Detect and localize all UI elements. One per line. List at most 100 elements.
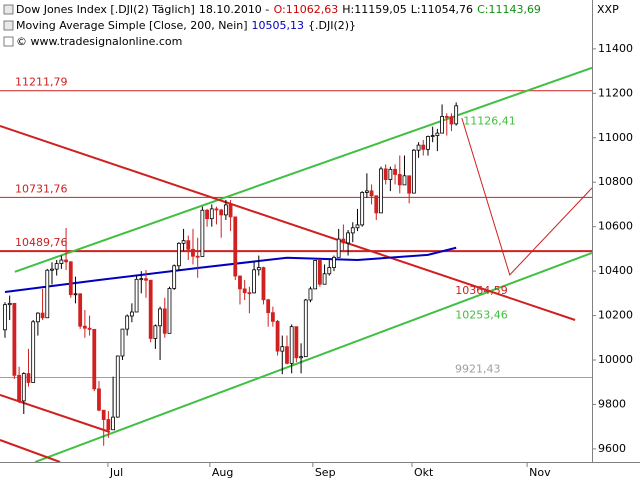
- candle-body: [87, 327, 92, 330]
- candle-body: [97, 388, 101, 411]
- level-label: 10489,76: [15, 236, 68, 249]
- candle-body: [195, 255, 200, 258]
- header-text: {.DJI(2)}: [308, 19, 356, 32]
- candle-body: [261, 267, 266, 301]
- candle-body: [332, 256, 336, 268]
- level-label: 9921,43: [455, 362, 501, 375]
- annotation-label: 11126,41: [463, 115, 516, 128]
- candle-body: [285, 346, 289, 364]
- candle-body: [388, 168, 393, 180]
- trendline: [0, 125, 576, 321]
- y-tick-label: 11000: [598, 131, 633, 144]
- candle-body: [374, 195, 379, 214]
- level-label: 10731,76: [15, 182, 68, 195]
- candle-body: [167, 288, 172, 334]
- candle-body: [252, 269, 256, 294]
- candle-body: [379, 168, 383, 214]
- candle-body: [139, 278, 144, 281]
- candle-body: [233, 216, 238, 277]
- candle-body: [289, 326, 294, 364]
- candle-body: [78, 293, 83, 327]
- candle-body: [238, 275, 242, 290]
- candle-body: [12, 302, 17, 376]
- candle-body: [120, 328, 125, 357]
- candle-body: [134, 278, 139, 313]
- candle-body: [397, 174, 402, 186]
- moving-average-line: [4, 246, 457, 293]
- header-text: 18.10.2010 -: [199, 3, 270, 16]
- candle-body: [430, 135, 435, 137]
- candle-body: [440, 116, 444, 134]
- candle-body: [54, 263, 59, 270]
- candle-body: [393, 168, 397, 175]
- level-label: 11211,79: [15, 76, 68, 89]
- candle-body: [50, 268, 54, 271]
- header-line: © www.tradesignalonline.com: [16, 35, 182, 48]
- candle-body: [275, 320, 280, 352]
- candle-body: [383, 168, 388, 180]
- candle-body: [369, 190, 374, 197]
- candle-body: [158, 308, 162, 327]
- candle-body: [176, 242, 181, 267]
- candle-body: [449, 116, 454, 125]
- header-icon: [3, 20, 14, 31]
- axis-unit: XXP: [597, 3, 619, 16]
- candle-body: [416, 144, 421, 151]
- annotation-label: 10364,59: [455, 284, 508, 297]
- candle-body: [144, 278, 148, 281]
- candle-body: [3, 304, 7, 331]
- x-tick-label: Nov: [529, 466, 551, 479]
- candle-body: [303, 299, 308, 358]
- candle-body: [322, 273, 327, 285]
- candle-body: [421, 144, 426, 150]
- candle-body: [26, 373, 31, 383]
- candle-body: [101, 409, 106, 420]
- candle-body: [346, 232, 350, 244]
- candle-body: [106, 419, 111, 431]
- candle-body: [17, 374, 21, 402]
- candle-body: [205, 209, 209, 220]
- candle-body: [219, 209, 224, 216]
- candle-body: [266, 299, 271, 314]
- y-tick-label: 10600: [598, 220, 633, 233]
- candle-body: [336, 238, 341, 258]
- y-tick-label: 11400: [598, 42, 633, 55]
- candle-body: [435, 132, 440, 136]
- candle-body: [148, 279, 153, 339]
- candle-body: [299, 356, 303, 359]
- plot-area: [0, 66, 592, 462]
- x-tick-label: Aug: [212, 466, 233, 479]
- candle-body: [125, 315, 130, 330]
- x-tick-label: Sep: [315, 466, 336, 479]
- candle-body: [186, 240, 191, 250]
- header-icon: [3, 4, 14, 15]
- candle-body: [31, 321, 36, 383]
- candle-body: [411, 149, 416, 194]
- y-tick-label: 10800: [598, 175, 633, 188]
- candle-body: [364, 190, 369, 193]
- candle-body: [242, 288, 247, 294]
- candle-body: [402, 175, 407, 186]
- candle-body: [59, 259, 64, 264]
- header-line: Dow Jones Index [.DJI(2) Täglich] 18.10.2…: [16, 3, 541, 16]
- trendline: [0, 439, 61, 462]
- candle-body: [64, 259, 68, 263]
- trendline: [14, 66, 592, 273]
- candle-body: [153, 325, 158, 339]
- annotation-label: 10253,46: [455, 309, 508, 322]
- candle-body: [454, 105, 459, 125]
- header-text: L:11054,76: [411, 3, 473, 16]
- y-tick-label: 10000: [598, 353, 633, 366]
- candle-body: [82, 325, 87, 329]
- candle-body: [92, 328, 97, 390]
- candle-body: [181, 240, 186, 244]
- y-tick-label: 9600: [598, 442, 626, 455]
- candle-body: [360, 192, 365, 226]
- candle-body: [270, 312, 275, 322]
- x-tick-label: Jul: [109, 466, 123, 479]
- candle-body: [426, 136, 430, 150]
- candle-body: [35, 312, 40, 323]
- trendline: [461, 117, 592, 276]
- candle-body: [200, 209, 205, 257]
- candle-body: [256, 267, 261, 271]
